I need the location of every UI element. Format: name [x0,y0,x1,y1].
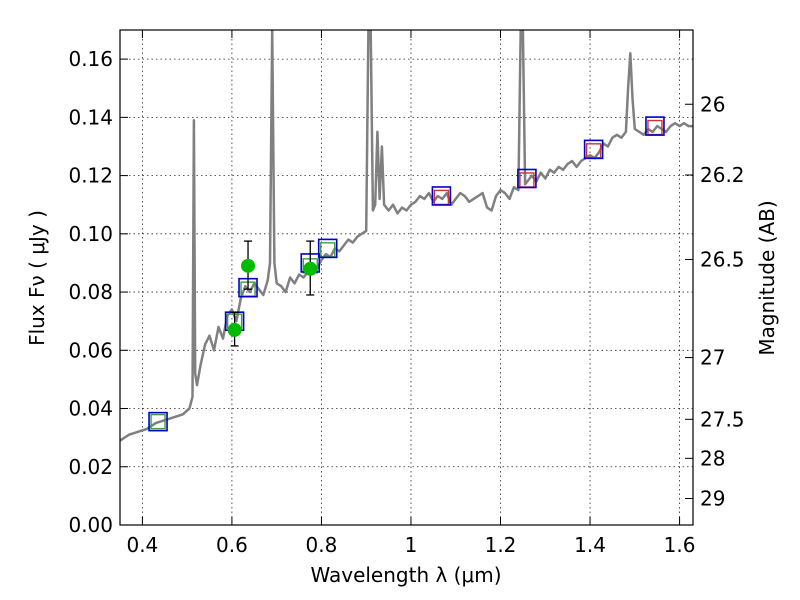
x-tick-label: 1 [405,533,418,557]
flux-point [303,261,318,276]
photometry-square [150,413,166,430]
right-tick-label: 29 [700,487,725,511]
right-tick-label: 27.5 [700,407,745,431]
y-tick-label: 0.14 [68,105,113,129]
photometry-square [317,238,338,259]
axis-ticks: 0.4 0.6 0.8 1 1.2 1.4 1.6 0.00 0.02 0.04 0.06 0.08 0… [68,30,745,557]
right-tick-label: 27 [700,346,725,370]
photometry-square [431,186,452,206]
axes-frame [119,29,694,526]
y-tick-label: 0.16 [68,47,113,71]
photometry-square [583,139,604,160]
x-tick-label: 0.6 [216,533,248,557]
right-tick-label: 28 [700,446,725,470]
y-tick-label: 0.02 [68,455,113,479]
x-tick-label: 0.4 [126,533,158,557]
photometry-square [645,116,665,136]
x-tick-label: 1.2 [485,533,517,557]
right-tick-label: 26 [700,92,725,116]
x-tick-label: 0.8 [306,533,338,557]
right-tick-label: 26.5 [700,247,745,271]
plot-background [120,30,693,525]
y-axis-title: Flux Fν ( μJy ) [25,210,49,346]
photometry-square [517,168,537,189]
x-tick-label: 1.4 [574,533,606,557]
y-axis-right-title: Magnitude (AB) [755,200,779,355]
x-tick-label: 1.6 [664,533,696,557]
x-axis-title: Wavelength λ (μm) [310,563,501,587]
flux-point [227,322,242,337]
y-tick-label: 0.08 [68,280,113,304]
y-tick-label: 0.12 [68,164,113,188]
y-tick-label: 0.00 [68,513,113,537]
plot-area [120,30,693,442]
right-tick-label: 26.2 [700,163,745,187]
photometry-square [148,411,168,432]
y-tick-label: 0.10 [68,222,113,246]
flux-point [241,258,256,273]
y-tick-label: 0.06 [68,338,113,362]
y-tick-label: 0.04 [68,397,113,421]
